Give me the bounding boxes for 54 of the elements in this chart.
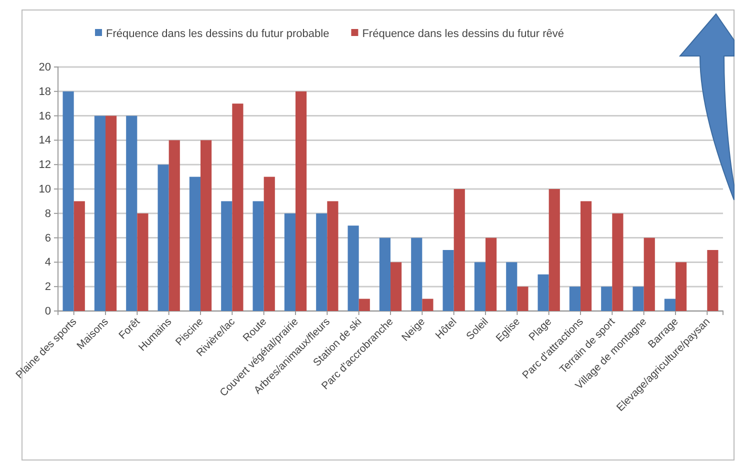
bar	[644, 238, 655, 311]
bar	[612, 213, 624, 311]
bar	[358, 298, 370, 311]
y-tick-label: 18	[38, 86, 51, 98]
legend-label: Fréquence dans les dessins du futur probable	[106, 28, 330, 40]
bar	[601, 286, 612, 311]
legend-label: Fréquence dans les dessins du futur rêvé	[362, 28, 564, 40]
bar	[74, 201, 85, 311]
bar	[486, 238, 497, 311]
y-tick-label: 4	[44, 256, 51, 269]
y-tick-label: 6	[44, 232, 51, 244]
bar	[264, 176, 275, 311]
bar	[676, 262, 687, 311]
bar	[569, 286, 580, 311]
bar	[126, 116, 138, 311]
y-tick-label: 10	[38, 184, 51, 196]
bar	[296, 91, 307, 311]
bar	[348, 226, 359, 311]
bar	[316, 213, 328, 311]
y-tick-label: 20	[38, 62, 51, 74]
bar	[422, 298, 434, 311]
y-tick-label: 14	[38, 134, 51, 147]
bar	[411, 238, 422, 311]
bar	[538, 274, 549, 311]
bar	[106, 116, 117, 311]
bar	[284, 213, 296, 311]
bar	[327, 201, 338, 311]
bar	[200, 140, 212, 311]
y-tick-label: 12	[38, 159, 51, 172]
y-tick-label: 0	[44, 306, 51, 318]
bar	[189, 176, 200, 311]
bar	[252, 201, 264, 311]
bar	[506, 262, 518, 311]
bar	[580, 201, 592, 311]
bar	[221, 201, 232, 311]
bar	[474, 262, 486, 311]
bar	[379, 238, 390, 311]
bar	[548, 189, 560, 311]
bar	[707, 250, 718, 311]
bar	[158, 164, 169, 311]
bar	[454, 189, 465, 311]
bar	[664, 298, 676, 311]
bar	[442, 250, 454, 311]
bar	[137, 213, 148, 311]
y-tick-label: 16	[38, 110, 51, 122]
bar	[62, 91, 74, 311]
bar	[168, 140, 180, 311]
bar	[632, 286, 644, 311]
bar	[517, 286, 528, 311]
bar	[232, 104, 244, 311]
y-tick-label: 8	[44, 208, 51, 220]
bar	[390, 262, 402, 311]
y-tick-label: 2	[44, 281, 51, 294]
bar	[94, 116, 106, 311]
